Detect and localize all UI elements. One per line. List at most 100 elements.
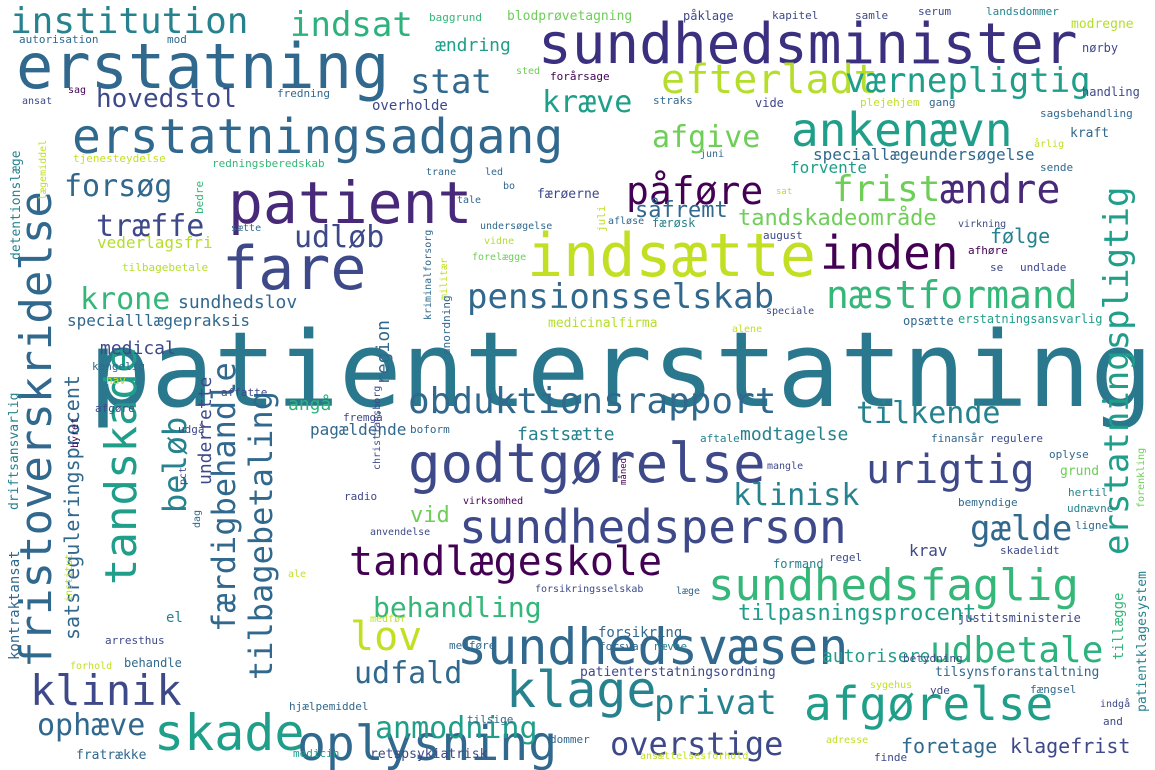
cloud-word: kongelig <box>92 360 145 373</box>
cloud-word: sende <box>1040 161 1074 174</box>
cloud-word: undersøgelse <box>480 221 553 232</box>
cloud-word: tilpasningsprocent <box>738 601 977 626</box>
cloud-word: juni <box>700 149 725 160</box>
cloud-word: udløb <box>294 220 385 255</box>
cloud-word: tillægge <box>1111 592 1127 660</box>
cloud-word: forsvar <box>599 640 646 653</box>
cloud-word: ansættelsesforhold <box>640 751 749 762</box>
cloud-word: overholde <box>372 98 448 114</box>
cloud-word: afgøre <box>95 402 135 415</box>
cloud-word: virkning <box>958 219 1007 230</box>
cloud-word: sagsbehandling <box>1040 107 1133 120</box>
cloud-word: ligne <box>1075 519 1109 532</box>
cloud-word: forsikring <box>598 625 683 641</box>
cloud-word: hjælpemiddel <box>289 700 369 713</box>
cloud-word: klage <box>506 661 657 719</box>
cloud-word: udgå <box>178 423 205 436</box>
cloud-word: patienterstatningsordning <box>580 665 776 680</box>
cloud-word: patienterstatning <box>88 309 1153 431</box>
cloud-word: formand <box>773 557 824 571</box>
cloud-word: udbetale <box>930 630 1104 671</box>
cloud-word: mangle <box>767 461 804 472</box>
cloud-word: specialllægepraksis <box>67 311 251 330</box>
cloud-word: sundhedsperson <box>459 500 847 554</box>
cloud-word: fremgå <box>343 411 383 424</box>
cloud-word: dag <box>192 509 203 528</box>
cloud-word: dommer <box>550 733 590 746</box>
cloud-word: boform <box>410 423 450 436</box>
cloud-word: medical <box>100 338 176 359</box>
cloud-word: afløse <box>608 216 645 227</box>
cloud-word: christiansborg <box>372 385 383 470</box>
cloud-word: radio <box>344 490 378 503</box>
cloud-word: oplyse <box>1049 448 1089 461</box>
cloud-word: hav <box>106 374 126 387</box>
cloud-word: færøsk <box>652 216 696 230</box>
cloud-word: patientklagesystem <box>1135 571 1150 712</box>
cloud-word: tilbagebetale <box>122 261 209 274</box>
cloud-word: forvente <box>790 158 868 177</box>
cloud-word: trane <box>426 167 457 178</box>
cloud-word: vederlagsfri <box>97 233 213 252</box>
cloud-word: institution <box>10 1 249 42</box>
cloud-word: regel <box>829 551 863 564</box>
cloud-word: sat <box>776 187 793 197</box>
cloud-word: tilkende <box>856 396 1001 431</box>
cloud-word: tandlægeskole <box>349 539 663 585</box>
cloud-word: ansat <box>22 96 53 107</box>
cloud-word: modtagelse <box>740 424 849 445</box>
cloud-word: pensionsselskab <box>467 277 775 317</box>
cloud-word: tale <box>457 195 482 206</box>
cloud-word: fratrække <box>76 748 147 763</box>
cloud-word: fastsætte <box>517 424 615 445</box>
cloud-word: obduktionsrapport <box>408 381 777 422</box>
cloud-word: sundhedsminister <box>538 12 1078 77</box>
cloud-word: erstatningsadgang <box>72 109 564 165</box>
cloud-word: virksomhed <box>463 496 524 507</box>
cloud-word: krav <box>909 541 948 560</box>
cloud-word: erstatning <box>16 30 390 103</box>
cloud-word: kontraktansat <box>7 550 23 660</box>
cloud-word: opsætte <box>903 314 954 328</box>
cloud-word: sundhedsvæsen <box>457 618 849 676</box>
cloud-word: patient <box>228 169 473 237</box>
cloud-word: autorisere <box>822 646 931 667</box>
cloud-word: værnepligtig <box>845 61 1091 101</box>
cloud-word: modregne <box>1071 17 1134 32</box>
cloud-word: forårsage <box>550 70 610 83</box>
cloud-word: militær <box>439 257 450 300</box>
cloud-word: kraft <box>1070 126 1110 141</box>
cloud-word: hovedstol <box>96 84 237 114</box>
cloud-word: medføre <box>449 639 496 652</box>
cloud-word: anmodning <box>375 711 538 746</box>
cloud-word: kriminalforsorg <box>423 229 434 320</box>
cloud-word: betydning <box>903 652 963 665</box>
cloud-word v: oplysning <box>297 716 558 770</box>
cloud-word: anvendelse <box>370 527 431 538</box>
cloud-word: forsikringsselskab <box>535 584 644 595</box>
cloud-word: fare <box>222 234 367 304</box>
cloud-word: efterladt <box>661 57 878 103</box>
cloud-word: skade <box>154 704 305 762</box>
cloud-word: forenkling <box>1136 447 1147 508</box>
cloud-word: forsøg <box>64 169 173 204</box>
cloud-word: plejehjem <box>860 96 920 109</box>
cloud-word: landsdommer <box>986 5 1059 18</box>
cloud-word: tilsynsforanstaltning <box>935 665 1100 680</box>
cloud-word: led <box>485 167 504 178</box>
cloud-word: driftsansvarlig <box>7 392 22 510</box>
cloud-word: retspsykiatrisk <box>370 747 488 762</box>
cloud-word: tilbagebetaling <box>242 391 280 680</box>
cloud-word: urigtig <box>866 447 1035 493</box>
cloud-word: erstatningsansvarlig <box>958 312 1103 326</box>
cloud-word: indgå <box>1100 699 1131 710</box>
cloud-word: privat <box>654 683 777 723</box>
cloud-word: nørby <box>1082 41 1119 55</box>
cloud-word: lægemiddel <box>38 139 49 200</box>
cloud-word: godtgørelse <box>408 432 766 495</box>
cloud-word: baggrund <box>429 11 482 24</box>
cloud-word: angå <box>288 394 332 415</box>
cloud-word: ændre <box>940 167 1061 213</box>
cloud-word: frist <box>832 169 941 210</box>
